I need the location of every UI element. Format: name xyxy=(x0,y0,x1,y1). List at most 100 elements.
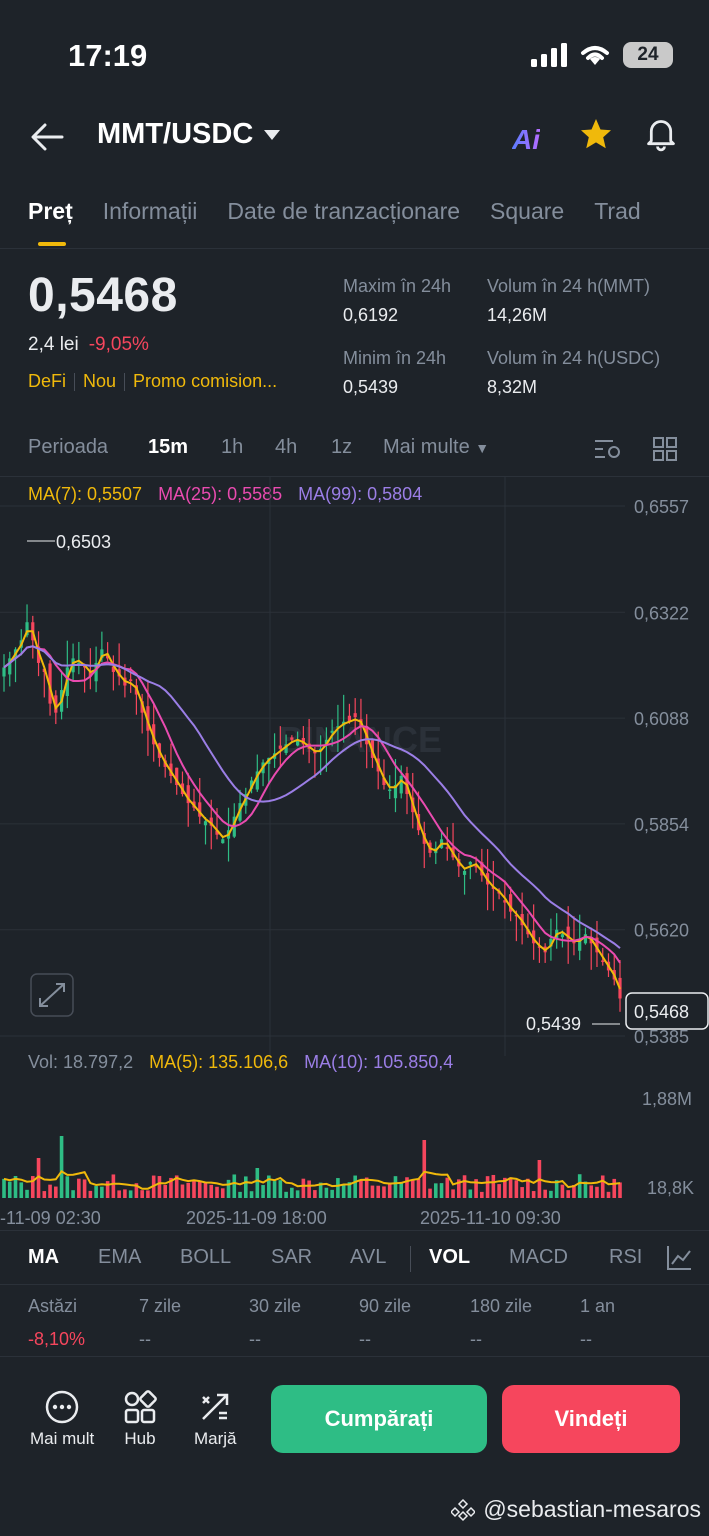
volume-bar xyxy=(457,1179,461,1198)
volume-bar xyxy=(382,1186,386,1198)
candle-body xyxy=(249,780,254,789)
tag-new[interactable]: Nou xyxy=(83,371,117,391)
ind-ma[interactable]: MA xyxy=(28,1246,60,1268)
candle-body xyxy=(186,785,190,804)
ind-vol[interactable]: VOL xyxy=(429,1246,471,1268)
candle-body xyxy=(468,861,472,865)
volume-bar xyxy=(353,1175,357,1198)
ma-lines xyxy=(3,630,621,990)
volume-bar xyxy=(491,1174,496,1198)
tab-trading-data[interactable]: Date de tranzacționare xyxy=(227,198,461,224)
volume-bar xyxy=(146,1190,150,1198)
vol-tick-min: 18,8K xyxy=(647,1178,694,1198)
perf-label-180d: 180 zile xyxy=(470,1296,533,1316)
hub-button[interactable]: Hub xyxy=(122,1389,158,1449)
author-watermark: @sebastian-mesaros xyxy=(451,1496,701,1523)
period-4h[interactable]: 4h xyxy=(275,436,298,458)
volume-bar xyxy=(117,1190,121,1198)
candle-body xyxy=(566,926,570,939)
volume-bar xyxy=(290,1187,294,1198)
period-15m[interactable]: 15m xyxy=(148,436,189,458)
y-tick-label: 0,5385 xyxy=(634,1027,689,1047)
volume-bar xyxy=(474,1179,478,1198)
tab-trade[interactable]: Trad xyxy=(594,198,641,224)
candle-body xyxy=(100,649,104,659)
price-sub: 2,4 lei -9,05% xyxy=(28,334,149,356)
vol-base-label: Volum în 24 h(MMT) xyxy=(487,276,651,296)
pair-name: MMT/USDC xyxy=(97,118,254,150)
more-button[interactable]: Mai mult xyxy=(30,1389,94,1449)
period-divider xyxy=(0,476,709,477)
candle-body xyxy=(203,821,208,826)
volume-bar xyxy=(272,1181,277,1198)
indicator-settings-icon[interactable] xyxy=(665,1244,693,1272)
volume-bar xyxy=(600,1175,605,1198)
perf-value-180d: -- xyxy=(470,1329,482,1349)
back-arrow-icon[interactable] xyxy=(30,122,64,152)
volume-bar xyxy=(243,1176,248,1198)
pair-selector[interactable]: MMT/USDC xyxy=(97,118,281,151)
price-chart[interactable]: BINANCE 0,65570,63220,60880,58540,56200,… xyxy=(0,476,709,1056)
indicator-top-divider xyxy=(0,1230,709,1231)
tab-price[interactable]: Preț xyxy=(28,198,73,246)
ind-sar[interactable]: SAR xyxy=(271,1246,313,1268)
volume-bar xyxy=(526,1178,530,1198)
candle-body xyxy=(601,960,605,962)
candle-body xyxy=(330,730,334,733)
volume-bar xyxy=(100,1186,104,1198)
x-tick-1: -11-09 02:30 xyxy=(0,1208,101,1228)
volume-bar xyxy=(583,1181,588,1198)
more-icon xyxy=(45,1390,79,1424)
tag-separator xyxy=(74,373,76,391)
perf-label-30d: 30 zile xyxy=(249,1296,302,1316)
star-icon[interactable] xyxy=(578,116,614,152)
perf-value-90d: -- xyxy=(359,1329,371,1349)
y-tick-label: 0,5620 xyxy=(634,921,689,941)
volume-bar xyxy=(249,1191,254,1198)
candle-body xyxy=(175,767,179,786)
ind-boll[interactable]: BOLL xyxy=(180,1246,232,1268)
ma7-line xyxy=(3,630,621,990)
volume-bar xyxy=(618,1182,622,1198)
volume-chart: 1,88M 18,8K -11-09 02:30 2025-11-09 18:0… xyxy=(0,1089,694,1228)
bell-icon[interactable] xyxy=(644,116,678,152)
volume-bar xyxy=(439,1183,444,1198)
margin-button[interactable]: Marjă xyxy=(194,1389,237,1449)
high-marker: 0,6503 xyxy=(56,532,111,552)
candle-body xyxy=(140,701,144,713)
perf-label-90d: 90 zile xyxy=(359,1296,412,1316)
tag-defi[interactable]: DeFi xyxy=(28,371,67,391)
vol-value: Vol: 18.797,2 xyxy=(28,1052,134,1072)
ind-macd[interactable]: MACD xyxy=(509,1246,568,1268)
margin-icon xyxy=(202,1393,229,1420)
chart-settings-icon[interactable] xyxy=(593,436,623,462)
period-more[interactable]: Mai multe ▼ xyxy=(383,436,490,458)
ind-rsi[interactable]: RSI xyxy=(609,1246,643,1268)
tag-promo[interactable]: Promo comision... xyxy=(133,371,278,391)
ind-avl[interactable]: AVL xyxy=(350,1246,387,1268)
tabs-divider xyxy=(0,248,709,249)
tab-square[interactable]: Square xyxy=(490,198,565,224)
candle-body xyxy=(198,802,202,817)
volume-bar xyxy=(215,1186,219,1198)
expand-button[interactable] xyxy=(30,973,74,1017)
stats-left: Maxim în 24h 0,6192 Minim în 24h 0,5439 xyxy=(343,276,451,398)
candle-body xyxy=(560,934,565,938)
tab-info[interactable]: Informații xyxy=(102,198,198,224)
volume-bar xyxy=(71,1190,75,1198)
candle-body xyxy=(111,666,115,672)
header: MMT/USDC Ai xyxy=(0,110,709,164)
author-handle: @sebastian-mesaros xyxy=(483,1496,701,1522)
vol-quote-value: 8,32M xyxy=(487,377,538,397)
volume-bar xyxy=(485,1176,490,1198)
grid-layout-icon[interactable] xyxy=(652,436,678,462)
sell-button[interactable]: Vindeți xyxy=(502,1385,680,1453)
period-1d[interactable]: 1z xyxy=(331,436,353,458)
ind-ema[interactable]: EMA xyxy=(98,1246,142,1268)
ai-icon[interactable]: Ai xyxy=(512,124,540,155)
candle-body xyxy=(549,938,553,947)
period-1h[interactable]: 1h xyxy=(221,436,244,458)
candle-body xyxy=(388,789,392,792)
volume-bar xyxy=(595,1186,599,1198)
buy-button[interactable]: Cumpărați xyxy=(271,1385,487,1453)
